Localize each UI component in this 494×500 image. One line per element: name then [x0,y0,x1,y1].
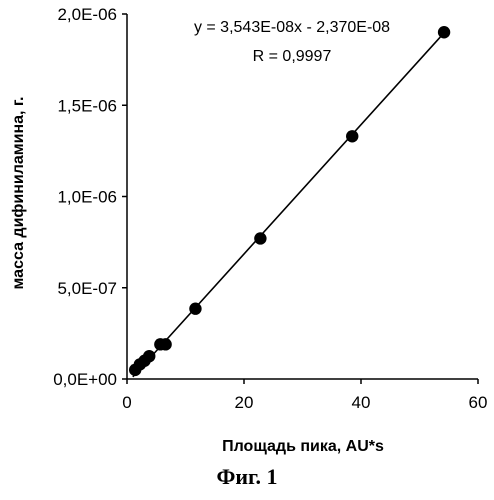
y-tick-label: 0,0E+00 [53,370,117,389]
data-point [346,130,358,142]
figure-caption: Фиг. 1 [216,464,277,489]
data-point [143,350,155,362]
x-tick-label: 60 [469,393,488,412]
x-ticks: 0 20 40 60 [122,379,487,412]
equation-label: y = 3,543E-08x - 2,370E-08 [194,19,390,36]
data-point [159,338,171,350]
x-tick-label: 40 [352,393,371,412]
y-ticks: 0,0E+00 5,0E-07 1,0E-06 1,5E-06 2,0E-06 [53,5,127,389]
y-tick-label: 1,5E-06 [57,96,117,115]
x-tick-label: 0 [122,393,131,412]
data-point [254,232,266,244]
data-point [438,26,450,38]
data-point [189,303,201,315]
trendline [133,32,445,377]
x-tick-label: 20 [235,393,254,412]
y-tick-label: 5,0E-07 [57,279,117,298]
x-axis-title: Площадь пика, AU*s [222,438,384,455]
y-axis-title: масса дифиниламина, г. [10,97,27,290]
y-tick-label: 1,0E-06 [57,188,117,207]
r-value-label: R = 0,9997 [253,48,332,65]
y-tick-label: 2,0E-06 [57,5,117,24]
